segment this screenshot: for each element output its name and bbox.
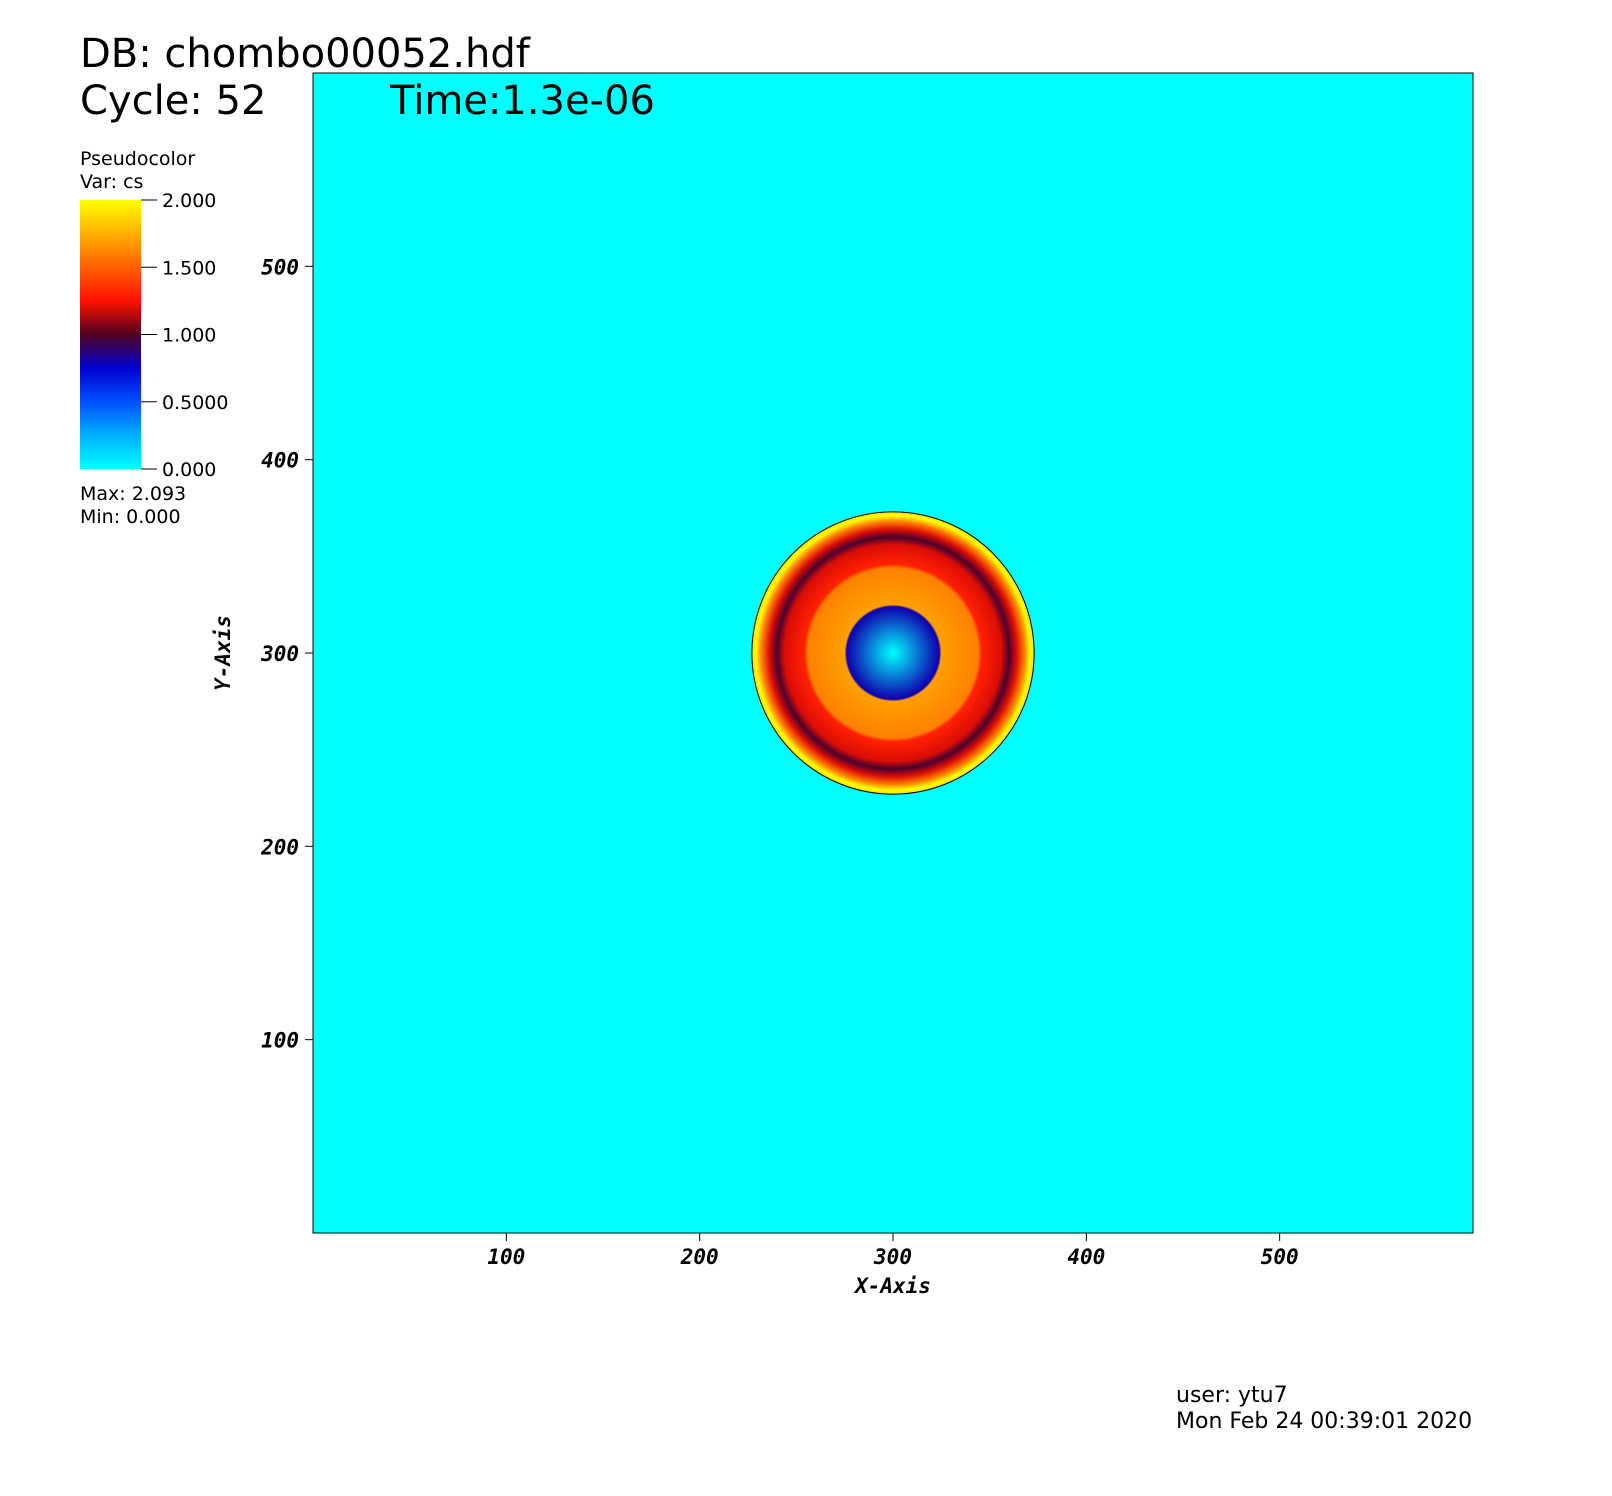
colorbar-tick-label: 1.000	[162, 325, 216, 347]
x-tick-label: 400	[1067, 1245, 1105, 1269]
legend-title: Pseudocolor	[80, 148, 195, 170]
colorbar-tick-label: 1.500	[162, 257, 216, 279]
x-axis-title: X-Axis	[853, 1274, 931, 1298]
user-label: user: ytu7	[1176, 1383, 1288, 1408]
y-tick-label: 200	[260, 835, 299, 859]
y-tick-label: 400	[261, 449, 299, 473]
x-tick-label: 500	[1261, 1245, 1299, 1269]
time-label: Time:1.3e-06	[389, 78, 655, 124]
cycle-label: Cycle: 52	[80, 78, 266, 124]
colorbar-tick-label: 2.000	[162, 190, 216, 212]
legend-var: Var: cs	[80, 171, 143, 193]
x-tick-label: 300	[873, 1245, 912, 1269]
disc	[751, 511, 1035, 795]
colorbar	[80, 200, 141, 469]
legend-min: Min: 0.000	[80, 506, 181, 528]
db-label: DB: chombo00052.hdf	[80, 31, 531, 77]
date-label: Mon Feb 24 00:39:01 2020	[1176, 1409, 1472, 1434]
colorbar-tick-label: 0.5000	[162, 392, 228, 414]
y-tick-label: 300	[260, 642, 299, 666]
legend-max: Max: 2.093	[80, 483, 186, 505]
x-tick-label: 200	[680, 1245, 719, 1269]
x-tick-label: 100	[487, 1245, 525, 1269]
y-axis-title: Y-Axis	[211, 615, 235, 691]
y-tick-label: 500	[261, 255, 299, 279]
colorbar-tick-label: 0.000	[162, 459, 216, 481]
y-tick-label: 100	[261, 1029, 299, 1053]
